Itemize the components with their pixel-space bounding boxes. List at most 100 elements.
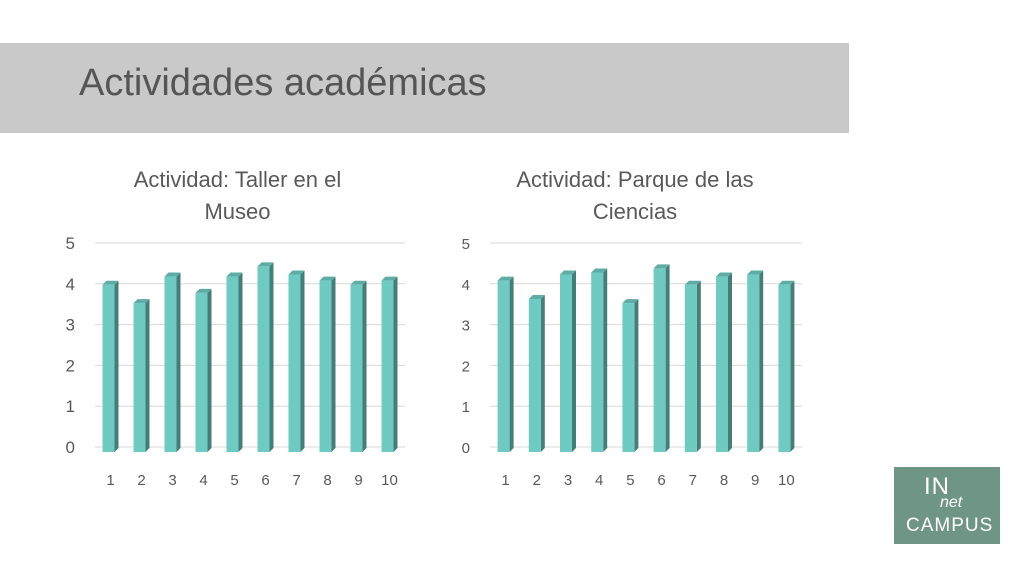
bar-side: [634, 299, 639, 452]
chart-parque-ciencias: Actividad: Parque de las Ciencias 0 1 2 3 4 5…: [445, 160, 825, 500]
bar: [102, 280, 119, 452]
bar-side: [728, 272, 732, 452]
title-band: [0, 43, 849, 133]
bar-front: [560, 274, 572, 452]
bar: [133, 299, 150, 452]
bar-front: [164, 276, 177, 452]
bar-front: [257, 266, 270, 452]
y-tick-label: 5: [66, 234, 75, 253]
bar-side: [207, 288, 212, 452]
bar-top: [622, 299, 639, 304]
chart-plot: 0 1 2 3 4 5 1 2 3 4 5 6 7 8 9 10: [66, 234, 405, 489]
bar-top: [497, 276, 514, 281]
chart-title-line: Ciencias: [592, 199, 678, 224]
logo-text: CAMPUS: [906, 515, 994, 536]
y-tick-label: 1: [462, 399, 470, 416]
x-tick-label: 9: [751, 472, 759, 489]
bar: [747, 270, 764, 452]
chart-title-line: Museo: [204, 199, 271, 224]
bar: [653, 264, 670, 452]
logo-text: IN: [924, 473, 950, 500]
x-tick-label: 5: [230, 472, 238, 489]
bar: [497, 276, 514, 452]
y-tick-label: 3: [66, 316, 75, 335]
bar-top: [133, 299, 150, 304]
bar-side: [176, 272, 181, 452]
x-tick-label: 4: [595, 472, 603, 489]
chart-plot: 0 1 2 3 4 5 1 2 3 4 5 6 7 8 9 10: [462, 236, 802, 489]
bar-front: [528, 299, 541, 452]
bar-front: [747, 274, 760, 452]
bar-front: [381, 280, 394, 452]
bar-side: [362, 280, 367, 452]
bar-front: [195, 292, 208, 452]
bar-front: [653, 268, 666, 452]
chart-title-line: Actividad: Parque de las: [516, 167, 754, 192]
bar-top: [195, 288, 212, 293]
logo-text: net: [940, 494, 963, 511]
x-tick-label: 8: [323, 472, 331, 489]
bar-side: [145, 299, 150, 452]
x-tick-label: 10: [381, 472, 398, 489]
bar-side: [665, 264, 670, 452]
bar-side: [572, 270, 576, 452]
chart-title: Actividad: Parque de las Ciencias: [445, 164, 825, 228]
x-tick-label: 3: [168, 472, 176, 489]
bar-side: [269, 262, 274, 452]
y-tick-label: 1: [66, 397, 75, 416]
bar-side: [238, 272, 243, 452]
innet-campus-logo: IN net CAMPUS: [894, 467, 1000, 544]
bar: [622, 299, 639, 452]
y-tick-label: 4: [66, 275, 75, 294]
bar-top: [653, 264, 670, 269]
bar-side: [790, 280, 795, 452]
x-tick-label: 6: [261, 472, 269, 489]
x-tick-label: 8: [720, 472, 728, 489]
bar-top: [381, 276, 398, 281]
x-tick-label: 1: [106, 472, 114, 489]
x-tick-label: 7: [689, 472, 697, 489]
y-tick-label: 5: [462, 236, 470, 253]
y-tick-label: 2: [66, 356, 75, 375]
bar-side: [540, 295, 545, 452]
bar: [195, 288, 212, 452]
bar-top: [560, 270, 576, 275]
bar-top: [257, 262, 274, 267]
x-tick-label: 4: [199, 472, 207, 489]
bar-top: [747, 270, 764, 275]
x-tick-label: 1: [501, 472, 509, 489]
bar: [350, 280, 367, 452]
bar-top: [164, 272, 181, 277]
bar: [226, 272, 243, 452]
x-tick-label: 2: [137, 472, 145, 489]
bar-front: [102, 284, 115, 452]
x-tick-label: 7: [292, 472, 300, 489]
bar-side: [300, 270, 305, 452]
bar-front: [288, 274, 301, 452]
bar-front: [684, 284, 697, 452]
bar-front: [350, 284, 363, 452]
bar-front: [778, 284, 791, 452]
chart-title-line: Actividad: Taller en el: [133, 167, 342, 192]
bar-front: [497, 280, 510, 452]
bar-top: [102, 280, 119, 285]
bar-top: [226, 272, 243, 277]
bar-side: [509, 276, 514, 452]
bar-front: [622, 303, 635, 452]
bar: [381, 276, 398, 452]
y-tick-label: 2: [462, 358, 470, 375]
bar-top: [778, 280, 795, 285]
bar-front: [226, 276, 239, 452]
y-tick-label: 4: [462, 277, 470, 294]
bar-top: [684, 280, 701, 285]
bar-side: [759, 270, 764, 452]
bar: [528, 295, 545, 452]
bar-front: [319, 280, 332, 452]
bar-front: [133, 303, 146, 452]
bar-top: [716, 272, 732, 277]
bar: [257, 262, 274, 452]
y-tick-label: 3: [462, 318, 470, 335]
bar-top: [591, 268, 608, 273]
y-tick-label: 0: [462, 440, 470, 457]
x-tick-label: 5: [626, 472, 634, 489]
